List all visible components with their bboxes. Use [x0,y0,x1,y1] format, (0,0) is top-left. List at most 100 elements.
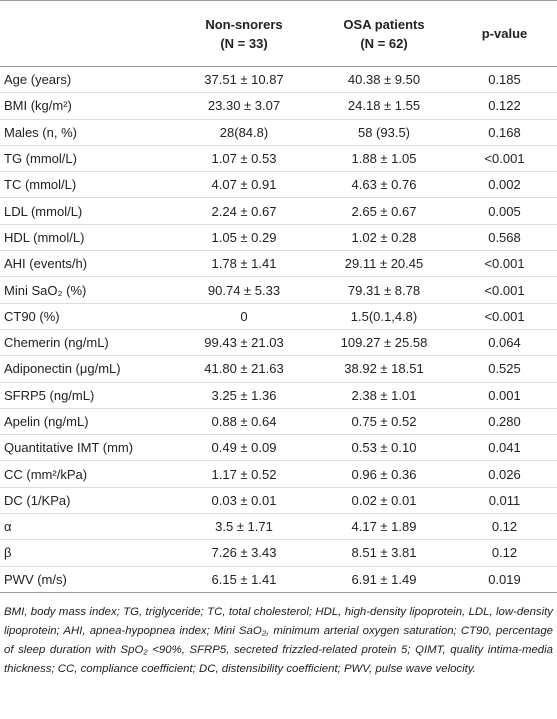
cell: 2.38 ± 1.01 [316,382,452,409]
row-label: TC (mmol/L) [0,171,172,199]
table-row: Apelin (ng/mL) 0.88 ± 0.64 0.75 ± 0.52 0.28… [0,408,557,436]
cell: 1.07 ± 0.53 [172,145,316,173]
column-name: OSA patients [343,16,425,32]
row-label: CT90 (%) [0,303,172,330]
cell: 99.43 ± 21.03 [172,329,316,357]
column-n: (N = 62) [360,35,408,51]
cell: 1.17 ± 0.52 [172,460,316,488]
table-row: BMI (kg/m²) 23.30 ± 3.07 24.18 ± 1.55 0.122 [0,92,557,120]
cell: 0.026 [452,460,557,488]
cell: 7.26 ± 3.43 [172,539,316,567]
table-row: TG (mmol/L) 1.07 ± 0.53 1.88 ± 1.05 <0.001 [0,145,557,173]
cell: <0.001 [452,303,557,330]
cell: 0.525 [452,355,557,383]
column-n: (N = 33) [220,35,268,51]
cell: 6.91 ± 1.49 [316,566,452,593]
cell: 109.27 ± 25.58 [316,329,452,357]
table-head: Non-snorers (N = 33) OSA patients (N = 62) p… [0,0,557,67]
column-name: Non-snorers [205,16,283,32]
row-label: Age (years) [0,66,172,94]
table-row: CC (mm²/kPa) 1.17 ± 0.52 0.96 ± 0.36 0.026 [0,460,557,488]
cell: 0.185 [452,66,557,94]
cell: 0.88 ± 0.64 [172,408,316,436]
cell: 0.49 ± 0.09 [172,434,316,462]
row-label: TG (mmol/L) [0,145,172,173]
header-cell: Non-snorers (N = 33) [172,0,316,67]
cell: 0.02 ± 0.01 [316,487,452,515]
cell: 40.38 ± 9.50 [316,66,452,94]
cell: 1.02 ± 0.28 [316,224,452,252]
cell: 58 (93.5) [316,119,452,146]
cell: 0 [172,303,316,330]
cell: 0.75 ± 0.52 [316,408,452,436]
row-label: AHI (events/h) [0,250,172,278]
cell: 90.74 ± 5.33 [172,276,316,304]
header-cell: OSA patients (N = 62) [316,0,452,67]
row-label: SFRP5 (ng/mL) [0,382,172,409]
table-row: CT90 (%) 0 1.5(0.1,4.8) <0.001 [0,303,557,330]
cell: 0.002 [452,171,557,199]
cell: 0.12 [452,513,557,541]
cell: 4.07 ± 0.91 [172,171,316,199]
table-row: Mini SaO₂ (%) 90.74 ± 5.33 79.31 ± 8.78 <0.… [0,276,557,304]
table-row: Adiponectin (μg/mL) 41.80 ± 21.63 38.92 ± … [0,355,557,383]
row-label: DC (1/KPa) [0,487,172,515]
cell: 1.78 ± 1.41 [172,250,316,278]
cell: 41.80 ± 21.63 [172,355,316,383]
row-label: PWV (m/s) [0,566,172,593]
row-label: LDL (mmol/L) [0,197,172,225]
table-row: LDL (mmol/L) 2.24 ± 0.67 2.65 ± 0.67 0.005 [0,197,557,225]
table-row: PWV (m/s) 6.15 ± 1.41 6.91 ± 1.49 0.019 [0,566,557,593]
row-label: HDL (mmol/L) [0,224,172,252]
row-label: CC (mm²/kPa) [0,460,172,488]
row-label: α [0,513,172,541]
cell: 0.041 [452,434,557,462]
cell: 1.88 ± 1.05 [316,145,452,173]
row-label: Quantitative IMT (mm) [0,434,172,462]
table-row: TC (mmol/L) 4.07 ± 0.91 4.63 ± 0.76 0.002 [0,171,557,199]
table-row: AHI (events/h) 1.78 ± 1.41 29.11 ± 20.45 <0… [0,250,557,278]
cell: 37.51 ± 10.87 [172,66,316,94]
cell: 0.53 ± 0.10 [316,434,452,462]
cell: 8.51 ± 3.81 [316,539,452,567]
cell: 0.03 ± 0.01 [172,487,316,515]
cell: 29.11 ± 20.45 [316,250,452,278]
cell: 0.019 [452,566,557,593]
header-row: Non-snorers (N = 33) OSA patients (N = 62) p… [0,0,557,67]
cell: 79.31 ± 8.78 [316,276,452,304]
cell: 3.25 ± 1.36 [172,382,316,409]
cell: 4.63 ± 0.76 [316,171,452,199]
row-label: BMI (kg/m²) [0,92,172,120]
table-row: α 3.5 ± 1.71 4.17 ± 1.89 0.12 [0,513,557,541]
cell: 24.18 ± 1.55 [316,92,452,120]
table-row: DC (1/KPa) 0.03 ± 0.01 0.02 ± 0.01 0.011 [0,487,557,515]
cell: 0.280 [452,408,557,436]
cell: 2.65 ± 0.67 [316,197,452,225]
table-row: Chemerin (ng/mL) 99.43 ± 21.03 109.27 ± 25… [0,329,557,357]
cell: 0.064 [452,329,557,357]
cell: 0.96 ± 0.36 [316,460,452,488]
cell: <0.001 [452,250,557,278]
cell: 4.17 ± 1.89 [316,513,452,541]
cell: 1.05 ± 0.29 [172,224,316,252]
cell: 0.005 [452,197,557,225]
cell: 1.5(0.1,4.8) [316,303,452,330]
header-cell: p-value [452,0,557,67]
cell: 2.24 ± 0.67 [172,197,316,225]
cell: 0.011 [452,487,557,515]
header-cell [0,0,172,67]
table-row: Quantitative IMT (mm) 0.49 ± 0.09 0.53 ± 0… [0,434,557,462]
column-name: p-value [481,26,528,41]
row-label: Adiponectin (μg/mL) [0,355,172,383]
table-row: HDL (mmol/L) 1.05 ± 0.29 1.02 ± 0.28 0.568 [0,224,557,252]
table-row: Males (n, %) 28(84.8) 58 (93.5) 0.168 [0,119,557,146]
footnote: BMI, body mass index; TG, triglyceride; … [4,605,553,675]
cell: 28(84.8) [172,119,316,146]
cell: 0.12 [452,539,557,567]
cell: 0.168 [452,119,557,146]
cell: 3.5 ± 1.71 [172,513,316,541]
row-label: Chemerin (ng/mL) [0,329,172,357]
cell: <0.001 [452,276,557,304]
cell: 0.568 [452,224,557,252]
